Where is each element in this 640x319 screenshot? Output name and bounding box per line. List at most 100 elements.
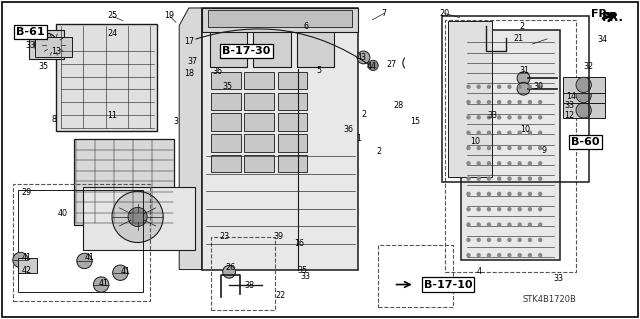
Bar <box>253 18 291 67</box>
Circle shape <box>498 223 500 226</box>
Text: 35: 35 <box>38 63 49 71</box>
Bar <box>211 93 241 110</box>
Text: 25: 25 <box>107 11 117 20</box>
Bar <box>244 72 274 89</box>
Text: 7: 7 <box>381 9 387 18</box>
Circle shape <box>518 254 521 257</box>
Circle shape <box>518 177 521 180</box>
Circle shape <box>508 100 511 104</box>
Circle shape <box>517 82 530 95</box>
Circle shape <box>518 116 521 119</box>
Bar <box>278 93 307 110</box>
Circle shape <box>539 223 541 226</box>
Text: 2: 2 <box>361 110 366 119</box>
Circle shape <box>477 100 480 104</box>
Circle shape <box>518 192 521 196</box>
Circle shape <box>576 103 591 118</box>
Text: 13: 13 <box>51 47 61 56</box>
Bar <box>13 184 150 301</box>
Text: B-17-30: B-17-30 <box>222 46 271 56</box>
Circle shape <box>539 208 541 211</box>
Circle shape <box>539 131 541 134</box>
Circle shape <box>488 131 490 134</box>
Text: 38: 38 <box>244 281 255 290</box>
Text: 33: 33 <box>488 111 498 120</box>
Circle shape <box>477 131 480 134</box>
Circle shape <box>477 223 480 226</box>
Circle shape <box>508 85 511 88</box>
Text: 20: 20 <box>440 9 450 18</box>
Text: 41: 41 <box>120 267 131 276</box>
Circle shape <box>357 51 370 64</box>
Circle shape <box>477 177 480 180</box>
Text: 1: 1 <box>356 134 361 143</box>
Text: 14: 14 <box>566 92 576 101</box>
Text: B-61: B-61 <box>17 27 45 37</box>
Text: 33: 33 <box>301 272 311 281</box>
Circle shape <box>518 131 521 134</box>
Circle shape <box>477 146 480 150</box>
Circle shape <box>467 131 470 134</box>
Circle shape <box>529 254 531 257</box>
Bar <box>244 134 274 152</box>
Text: 22: 22 <box>275 291 285 300</box>
Text: 2: 2 <box>376 147 381 156</box>
Circle shape <box>477 162 480 165</box>
Bar <box>56 24 157 131</box>
Text: 5: 5 <box>316 66 321 75</box>
Text: 28: 28 <box>394 101 404 110</box>
Text: 24: 24 <box>107 29 117 38</box>
Circle shape <box>539 238 541 241</box>
Bar <box>35 37 72 57</box>
Text: 41: 41 <box>84 253 95 262</box>
Bar <box>211 113 241 131</box>
Bar <box>29 30 64 59</box>
Text: 10: 10 <box>520 125 530 134</box>
Circle shape <box>539 116 541 119</box>
Text: 36: 36 <box>344 125 354 134</box>
Text: 2: 2 <box>519 22 524 31</box>
Circle shape <box>508 254 511 257</box>
Text: 42: 42 <box>22 266 32 275</box>
Bar <box>18 258 37 273</box>
Circle shape <box>529 208 531 211</box>
Bar <box>244 93 274 110</box>
Bar <box>278 134 307 152</box>
Text: 33: 33 <box>553 274 563 283</box>
Text: 4: 4 <box>476 267 481 276</box>
Text: 44: 44 <box>366 63 376 71</box>
Bar <box>448 21 492 177</box>
Circle shape <box>539 177 541 180</box>
Circle shape <box>467 223 470 226</box>
Circle shape <box>518 238 521 241</box>
Circle shape <box>498 238 500 241</box>
Text: STK4B1720B: STK4B1720B <box>522 295 576 304</box>
Circle shape <box>518 208 521 211</box>
Text: 37: 37 <box>187 57 197 66</box>
Text: 21: 21 <box>513 34 524 43</box>
Circle shape <box>508 192 511 196</box>
Circle shape <box>488 208 490 211</box>
Bar <box>202 8 358 270</box>
Bar <box>202 8 358 32</box>
Bar <box>563 87 605 103</box>
Circle shape <box>467 192 470 196</box>
Circle shape <box>477 238 480 241</box>
Circle shape <box>93 277 109 292</box>
Text: 41: 41 <box>99 279 109 288</box>
Circle shape <box>488 85 490 88</box>
Circle shape <box>77 253 92 269</box>
Bar <box>442 16 589 182</box>
Circle shape <box>467 208 470 211</box>
Bar <box>18 190 143 292</box>
Bar <box>445 20 576 272</box>
Text: FR.: FR. <box>602 11 624 24</box>
Circle shape <box>508 177 511 180</box>
Circle shape <box>223 265 236 278</box>
Bar <box>278 155 307 172</box>
Circle shape <box>498 162 500 165</box>
Text: 3: 3 <box>173 117 179 126</box>
Circle shape <box>518 85 521 88</box>
Circle shape <box>467 116 470 119</box>
Circle shape <box>529 162 531 165</box>
